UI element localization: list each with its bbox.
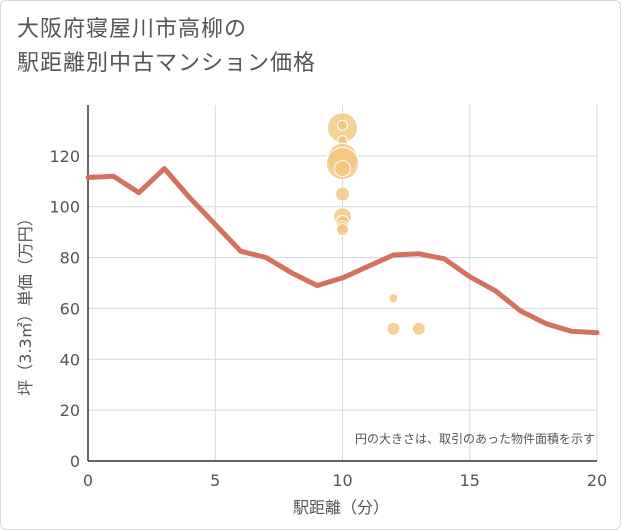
bubble-point-13 (411, 321, 426, 336)
bubble-series (326, 112, 426, 336)
x-axis-label: 駅距離（分） (293, 498, 389, 517)
chart-title-line-1: 大阪府寝屋川市高柳の (17, 17, 248, 42)
y-tick-label: 60 (60, 299, 80, 318)
bubble-point-5 (334, 160, 351, 178)
x-tick-label: 15 (460, 471, 480, 490)
x-tick-label: 0 (83, 471, 93, 490)
price-trend-line-series (85, 166, 600, 336)
bubble-point-1 (337, 119, 348, 131)
y-tick-label: 80 (60, 249, 80, 268)
x-tick-label: 20 (587, 471, 607, 490)
y-axis-label: 坪（3.3㎡）単価（万円） (16, 210, 35, 395)
axes (87, 105, 597, 462)
bubble-size-note: 円の大きさは、取引のあった物件面積を示す (355, 431, 595, 446)
y-tick-label: 40 (60, 350, 80, 369)
y-tick-label: 0 (70, 452, 80, 471)
tick-labels: 0 5 10 15 20 0 20 40 60 80 100 120 (49, 147, 607, 490)
y-tick-label: 100 (49, 198, 80, 217)
y-tick-label: 20 (60, 401, 80, 420)
x-tick-label: 5 (210, 471, 220, 490)
grid-lines (88, 105, 598, 461)
y-tick-label: 120 (49, 147, 80, 166)
bubble-point-11 (388, 293, 399, 304)
x-tick-label: 10 (332, 471, 352, 490)
bubble-point-10 (336, 223, 349, 237)
price-trend-line (85, 166, 600, 336)
chart-title: 大阪府寝屋川市高柳の 駅距離別中古マンション価格 (17, 13, 316, 81)
chart-title-line-2: 駅距離別中古マンション価格 (17, 51, 317, 76)
bubble-point-6 (335, 186, 350, 202)
bubble-point-12 (386, 321, 401, 336)
